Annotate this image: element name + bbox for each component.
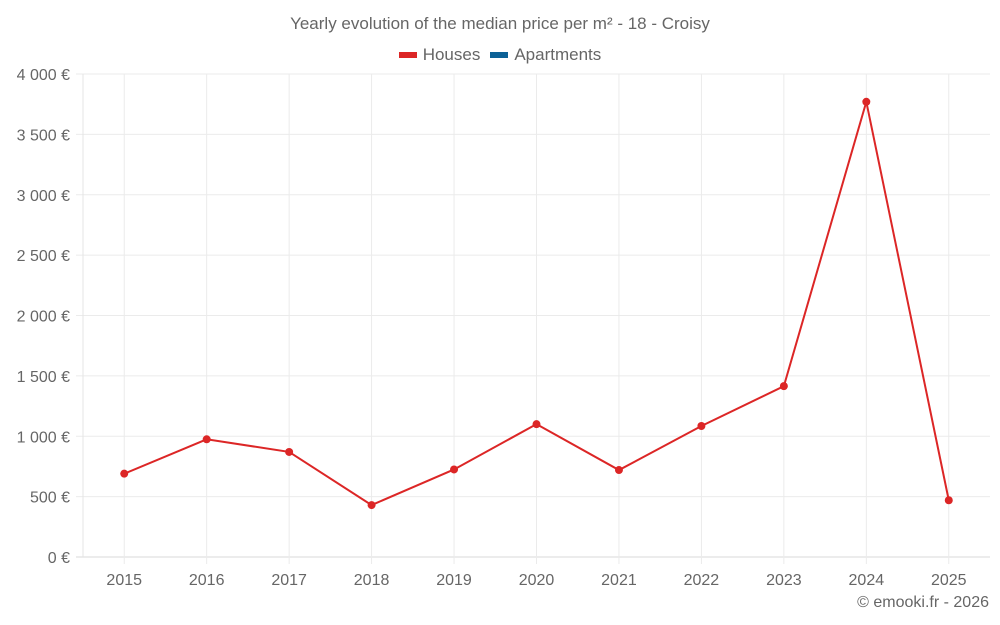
data-point[interactable]	[944, 496, 953, 505]
x-tick-label: 2015	[106, 572, 142, 589]
x-tick-label: 2019	[436, 572, 472, 589]
x-tick-label: 2016	[189, 572, 225, 589]
y-tick-label: 4 000 €	[17, 67, 70, 84]
y-tick-label: 2 000 €	[17, 309, 70, 326]
legend-label-apartments: Apartments	[514, 45, 602, 64]
y-tick-label: 3 000 €	[17, 188, 70, 205]
x-tick-label: 2018	[354, 572, 390, 589]
x-tick-label: 2022	[684, 572, 720, 589]
x-tick-label: 2023	[766, 572, 802, 589]
data-point[interactable]	[202, 435, 211, 444]
x-axis: 2015 2016 2017 2018 2019 2020 2021 2022 2023 2024…	[106, 572, 966, 589]
y-tick-label: 2 500 €	[17, 248, 70, 265]
data-point[interactable]	[697, 421, 706, 430]
y-tick-label: 500 €	[30, 490, 70, 507]
y-axis: 0 € 500 € 1 000 € 1 500 € 2 000 € 2 500 € 3 00…	[17, 67, 70, 567]
chart-legend: Houses Apartments	[0, 45, 1000, 65]
x-tick-label: 2025	[931, 572, 967, 589]
series-houses	[120, 97, 953, 510]
y-tick-label: 0 €	[48, 550, 70, 567]
copyright-credit: © emooki.fr - 2026	[857, 594, 989, 611]
y-tick-label: 1 000 €	[17, 429, 70, 446]
chart-title: Yearly evolution of the median price per…	[290, 14, 710, 33]
legend-item-apartments[interactable]: Apartments	[490, 45, 601, 65]
legend-swatch-houses	[398, 52, 417, 58]
data-point[interactable]	[862, 97, 871, 106]
x-tick-label: 2020	[519, 572, 555, 589]
data-point[interactable]	[779, 382, 788, 391]
y-tick-label: 1 500 €	[17, 369, 70, 386]
data-point[interactable]	[532, 420, 541, 429]
data-point[interactable]	[285, 447, 294, 456]
x-tick-label: 2024	[849, 572, 885, 589]
legend-item-houses[interactable]: Houses	[398, 45, 481, 65]
data-point[interactable]	[367, 501, 376, 510]
data-point[interactable]	[450, 465, 459, 474]
x-tick-label: 2021	[601, 572, 637, 589]
grid-lines	[76, 73, 990, 564]
y-tick-label: 3 500 €	[17, 127, 70, 144]
legend-swatch-apartments	[490, 52, 509, 58]
data-point[interactable]	[614, 466, 623, 475]
x-tick-label: 2017	[271, 572, 307, 589]
data-point[interactable]	[120, 469, 129, 478]
legend-label-houses: Houses	[422, 45, 481, 64]
